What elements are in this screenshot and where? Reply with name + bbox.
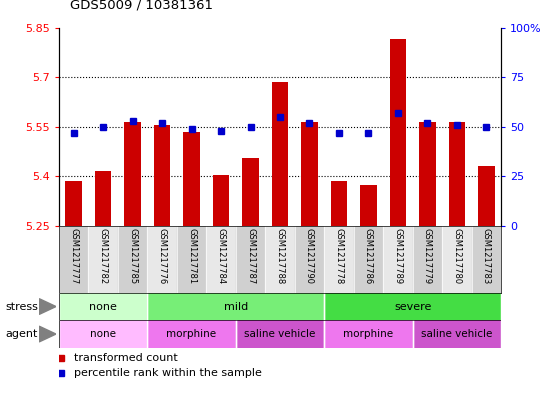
Bar [236,320,324,348]
Text: transformed count: transformed count [74,353,178,363]
Text: GSM1217782: GSM1217782 [99,228,108,284]
Bar [265,226,295,293]
Text: saline vehicle: saline vehicle [244,329,316,339]
Text: GSM1217788: GSM1217788 [276,228,284,284]
Text: none: none [90,329,116,339]
Bar [472,226,501,293]
Bar [324,226,354,293]
Bar [301,122,318,226]
Text: GDS5009 / 10381361: GDS5009 / 10381361 [70,0,213,12]
Text: morphine: morphine [343,329,394,339]
Bar [66,181,82,226]
Text: GSM1217789: GSM1217789 [394,228,403,284]
Text: stress: stress [6,301,39,312]
Text: GSM1217790: GSM1217790 [305,228,314,284]
Polygon shape [39,299,56,314]
Bar [449,122,465,226]
Text: GSM1217779: GSM1217779 [423,228,432,284]
Bar [390,39,406,226]
Bar [206,226,236,293]
Text: GSM1217783: GSM1217783 [482,228,491,284]
Bar [324,320,413,348]
Text: mild: mild [223,301,248,312]
Bar [442,226,472,293]
Bar [361,185,376,226]
Text: GSM1217776: GSM1217776 [157,228,166,284]
Bar [147,320,236,348]
Bar [413,320,501,348]
Bar [184,132,199,226]
Text: GSM1217787: GSM1217787 [246,228,255,284]
Bar [295,226,324,293]
Bar [331,181,347,226]
Bar [383,226,413,293]
Text: GSM1217786: GSM1217786 [364,228,373,284]
Text: morphine: morphine [166,329,217,339]
Bar [59,293,147,320]
Bar [242,158,259,226]
Text: GSM1217784: GSM1217784 [217,228,226,284]
Bar [59,226,88,293]
Bar [177,226,206,293]
Bar [419,122,436,226]
Bar [59,320,147,348]
Bar [124,122,141,226]
Text: severe: severe [394,301,431,312]
Bar [154,125,170,226]
Text: agent: agent [6,329,38,339]
Bar [324,293,501,320]
Bar [354,226,383,293]
Bar [413,226,442,293]
Bar [213,175,229,226]
Bar [95,171,111,226]
Text: GSM1217781: GSM1217781 [187,228,196,284]
Text: GSM1217780: GSM1217780 [452,228,461,284]
Text: GSM1217777: GSM1217777 [69,228,78,284]
Text: GSM1217785: GSM1217785 [128,228,137,284]
Bar [147,293,324,320]
Text: saline vehicle: saline vehicle [421,329,493,339]
Polygon shape [39,326,56,342]
Bar [88,226,118,293]
Bar [272,82,288,226]
Bar [147,226,177,293]
Bar [118,226,147,293]
Bar [478,167,494,226]
Text: none: none [89,301,117,312]
Text: GSM1217778: GSM1217778 [334,228,343,284]
Text: percentile rank within the sample: percentile rank within the sample [74,368,262,378]
Bar [236,226,265,293]
